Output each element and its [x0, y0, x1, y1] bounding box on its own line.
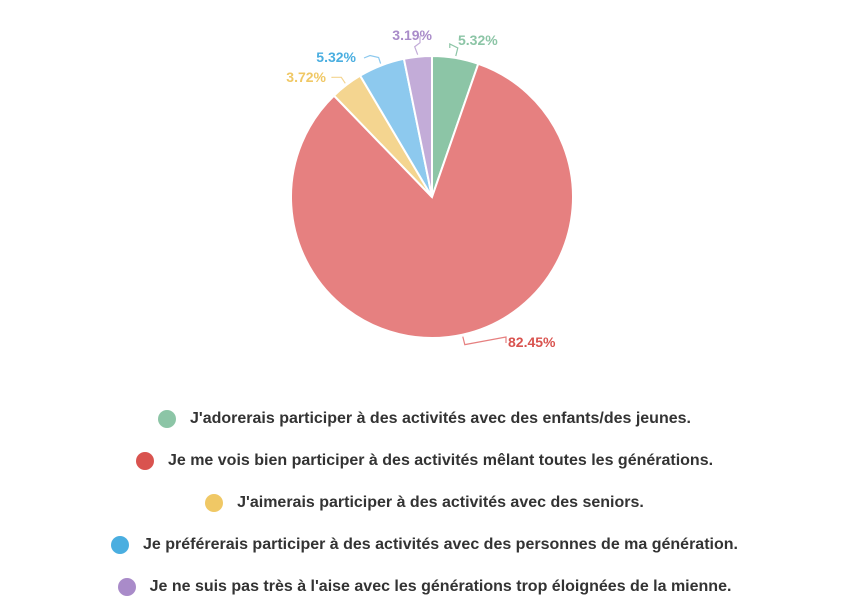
- leader-lines: [331, 36, 507, 346]
- pie-slice[interactable]: [290, 62, 574, 339]
- legend-dot-icon: [205, 494, 224, 512]
- legend-label: Je préférerais participer à des activité…: [143, 536, 738, 553]
- leader-line: [363, 54, 382, 64]
- legend-item[interactable]: Je me vois bien participer à des activit…: [135, 440, 714, 482]
- legend-label: Je me vois bien participer à des activit…: [167, 452, 714, 469]
- pie-slice[interactable]: [402, 54, 433, 198]
- legend-item[interactable]: Je ne suis pas très à l'aise avec les gé…: [117, 566, 732, 608]
- data-label: 82.45%: [508, 334, 556, 350]
- pie-chart: 5.32% 82.45% 3.72% 5.32% 3.19%: [286, 27, 574, 350]
- pie-slices: [290, 54, 574, 339]
- legend: J'adorerais participer à des activités a…: [0, 398, 849, 608]
- data-label: 3.72%: [286, 69, 326, 85]
- leader-line: [413, 36, 421, 55]
- legend-dot-icon: [111, 536, 130, 554]
- leader-line: [462, 336, 507, 346]
- leader-line: [449, 43, 459, 57]
- data-label: 5.32%: [316, 49, 356, 65]
- data-labels: 5.32% 82.45% 3.72% 5.32% 3.19%: [286, 27, 556, 350]
- data-label: 5.32%: [458, 32, 498, 48]
- legend-item[interactable]: J'adorerais participer à des activités a…: [158, 398, 691, 440]
- data-label: 3.19%: [392, 27, 432, 43]
- legend-label: J'adorerais participer à des activités a…: [190, 410, 691, 427]
- legend-dot-icon: [117, 578, 136, 596]
- legend-label: Je ne suis pas très à l'aise avec les gé…: [149, 578, 732, 595]
- leader-line: [331, 76, 346, 84]
- legend-item[interactable]: Je préférerais participer à des activité…: [111, 524, 738, 566]
- legend-dot-icon: [135, 452, 154, 470]
- legend-dot-icon: [158, 410, 177, 428]
- legend-item[interactable]: J'aimerais participer à des activités av…: [205, 482, 644, 524]
- legend-label: J'aimerais participer à des activités av…: [237, 494, 644, 511]
